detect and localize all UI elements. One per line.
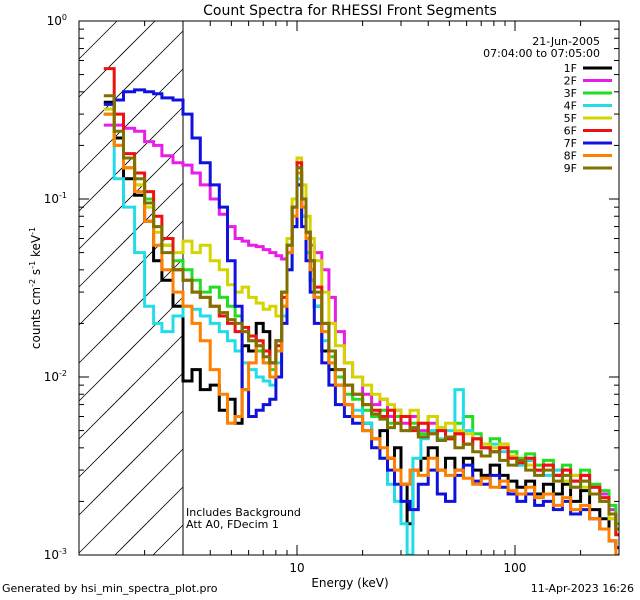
hatch-line bbox=[78, 20, 118, 60]
footer-timestamp: 11-Apr-2023 16:26 bbox=[530, 582, 634, 595]
series-layer bbox=[103, 67, 619, 555]
axis-ticks bbox=[78, 20, 620, 556]
series-line-8f bbox=[103, 112, 619, 555]
hatched-region bbox=[78, 20, 184, 556]
legend-label-1f: 1F bbox=[564, 62, 577, 75]
annotation-attenuator: Att A0, FDecim 1 bbox=[186, 518, 279, 531]
axis-tick-labels: 10 100 10-3 10-2 10-1 100 bbox=[44, 13, 527, 575]
x-tick-label: 10 bbox=[289, 561, 304, 575]
date-label: 21-Jun-2005 bbox=[532, 35, 600, 48]
y-tick-label: 10-1 bbox=[44, 191, 67, 206]
legend-label-5f: 5F bbox=[564, 112, 577, 125]
hatch-line bbox=[78, 372, 184, 478]
series-line-9f bbox=[103, 94, 619, 531]
hatch-line bbox=[114, 486, 184, 556]
legend-label-9f: 9F bbox=[564, 162, 577, 175]
y-axis-label: counts cm-2 s-1 keV-1 bbox=[28, 227, 43, 349]
hatch-line bbox=[78, 144, 184, 250]
plot-frame bbox=[78, 20, 620, 556]
x-tick-label: 100 bbox=[504, 561, 527, 575]
hatch-line bbox=[78, 68, 184, 174]
hatch-line bbox=[78, 20, 156, 98]
x-axis-label: Energy (keV) bbox=[311, 576, 388, 590]
y-tick-label: 10-2 bbox=[44, 369, 67, 384]
annotation-background: Includes Background bbox=[186, 506, 301, 519]
y-tick-label: 10-3 bbox=[44, 547, 67, 562]
hatch-line bbox=[78, 296, 184, 402]
hatch-line bbox=[152, 524, 184, 556]
y-tick-label: 100 bbox=[47, 13, 67, 28]
legend-label-6f: 6F bbox=[564, 125, 577, 138]
legend-label-4f: 4F bbox=[564, 100, 577, 113]
hatch-line bbox=[78, 448, 184, 554]
hatch-line bbox=[78, 410, 184, 516]
legend-label-7f: 7F bbox=[564, 137, 577, 150]
legend-label-3f: 3F bbox=[564, 87, 577, 100]
footer-generated-by: Generated by hsi_min_spectra_plot.pro bbox=[2, 582, 218, 595]
chart-title: Count Spectra for RHESSI Front Segments bbox=[203, 3, 497, 19]
hatch-line bbox=[78, 258, 184, 364]
hatch-line bbox=[78, 182, 184, 288]
hatch-line bbox=[78, 334, 184, 440]
legend-label-2f: 2F bbox=[564, 75, 577, 88]
time-range-label: 07:04:00 to 07:05:00 bbox=[483, 47, 600, 60]
hatch-line bbox=[78, 30, 184, 136]
legend-label-8f: 8F bbox=[564, 150, 577, 163]
